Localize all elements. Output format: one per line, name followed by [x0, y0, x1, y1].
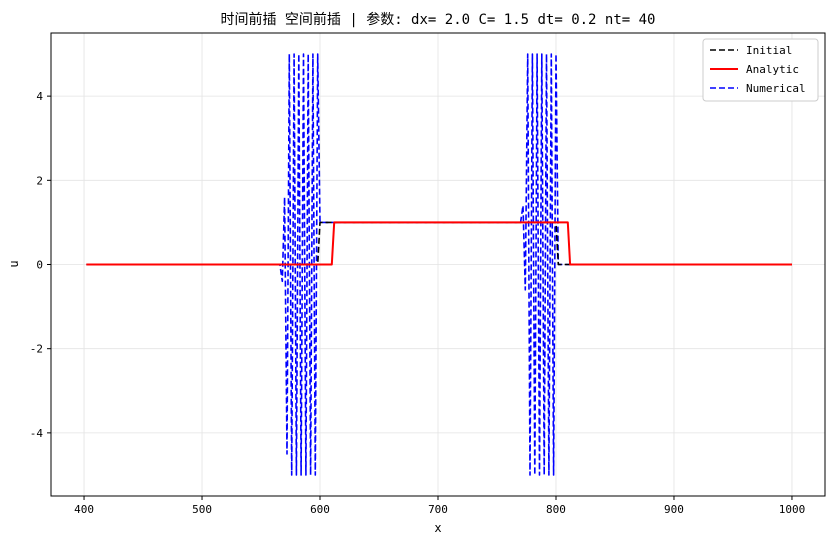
y-tick-label: -4 — [30, 427, 44, 440]
x-tick-label: 500 — [192, 503, 212, 516]
legend-numerical-label: Numerical — [746, 82, 806, 95]
legend-initial-label: Initial — [746, 44, 792, 57]
y-tick-label: -2 — [30, 343, 43, 356]
chart-title: 时间前插 空间前插 | 参数: dx= 2.0 C= 1.5 dt= 0.2 n… — [220, 11, 655, 28]
y-tick-label: 2 — [36, 174, 43, 187]
x-tick-label: 800 — [546, 503, 566, 516]
x-axis: 400 500 600 700 800 900 1000 — [74, 496, 805, 516]
legend-box — [702, 38, 819, 102]
legend-analytic-label: Analytic — [746, 63, 799, 76]
y-tick-label: 0 — [36, 259, 43, 272]
y-axis: -4 -2 0 2 4 — [30, 90, 51, 440]
x-tick-label: 700 — [428, 503, 448, 516]
x-tick-label: 900 — [664, 503, 684, 516]
x-tick-label: 1000 — [779, 503, 806, 516]
x-tick-label: 400 — [74, 503, 94, 516]
series-layer — [86, 53, 792, 476]
x-axis-label: x — [434, 521, 441, 535]
y-tick-label: 4 — [36, 90, 43, 103]
y-axis-label: u — [7, 260, 21, 267]
legend: Initial Analytic Numerical — [702, 38, 819, 102]
series-analytic-line — [86, 221, 792, 266]
x-tick-label: 600 — [310, 503, 330, 516]
